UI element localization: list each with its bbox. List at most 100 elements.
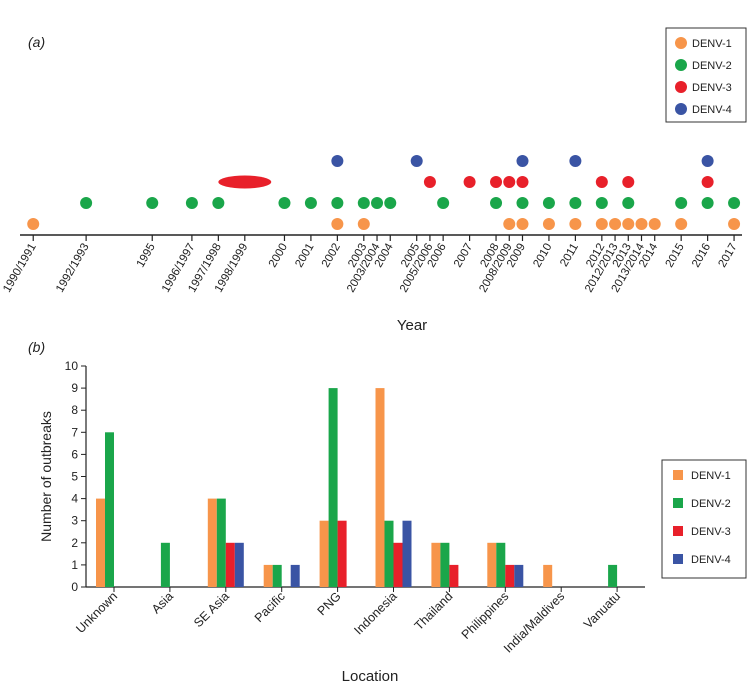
timeline-point-denv-4 — [516, 155, 529, 167]
timeline-point-denv-1 — [622, 218, 635, 230]
bar-se-asia-denv-4 — [234, 542, 244, 587]
timeline-point-denv-2 — [357, 197, 370, 209]
timeline-point-denv-1 — [542, 218, 555, 230]
bar-chart-y-axis-title: Number of outbreaks — [38, 411, 54, 542]
bar-pacific-denv-4 — [290, 564, 300, 587]
bar-philippines-denv-3 — [505, 564, 515, 587]
timeline-point-denv-1 — [635, 218, 648, 230]
bar-pacific-denv-2 — [272, 564, 282, 587]
timeline-point-denv-1 — [503, 218, 516, 230]
y-tick-label: 2 — [71, 536, 78, 550]
timeline-ticks: 1990/1991 1992/1993 1995 1996/19971997/1998… — [1, 235, 740, 295]
x-tick-label: Vanuatu — [581, 589, 623, 631]
legend-label-denv-1: DENV-1 — [691, 470, 731, 482]
timeline-tick-label: 1992/1993 — [54, 242, 92, 295]
panel-b-legend: DENV-1 DENV-2 DENV-3 DENV-4 — [661, 459, 747, 579]
y-tick-label: 5 — [71, 470, 78, 484]
legend-label-denv-2: DENV-2 — [691, 498, 731, 510]
bar-thailand-denv-1 — [431, 542, 441, 587]
timeline-point-denv-2 — [80, 197, 93, 209]
x-tick-label: PNG — [315, 589, 344, 618]
legend-marker-denv-2 — [675, 59, 687, 71]
timeline-point-denv-2 — [437, 197, 450, 209]
bar-png-denv-1 — [319, 520, 329, 587]
legend-label-denv-1: DENV-1 — [692, 38, 732, 50]
bar-thailand-denv-3 — [449, 564, 459, 587]
timeline-point-denv-2 — [185, 197, 198, 209]
bar-unknown-denv-1 — [96, 498, 105, 587]
timeline-points — [27, 155, 741, 230]
bar-se-asia-denv-1 — [207, 498, 217, 587]
bar-indonesia-denv-2 — [384, 520, 394, 587]
legend-label-denv-3: DENV-3 — [692, 82, 732, 94]
timeline-point-denv-4 — [331, 155, 344, 167]
timeline-point-denv-4 — [410, 155, 423, 167]
timeline-point-denv-4 — [569, 155, 582, 167]
timeline-point-denv-3 — [423, 176, 436, 188]
bar-chart-axes: 0 1 2 3 4 5 6 7 8 9 10 Unknown Asia SE Asia Pacific PNG… — [65, 359, 645, 656]
panel-b-label: (b) — [28, 339, 45, 355]
bar-thailand-denv-2 — [440, 542, 450, 587]
timeline-point-denv-3 — [463, 176, 476, 188]
panel-b-bar-chart: (b) 0 1 2 3 4 5 6 7 8 9 10 Unknown Asia SE Asia Pacifi… — [28, 339, 747, 685]
timeline-point-denv-2 — [304, 197, 317, 209]
timeline-point-denv-1 — [516, 218, 529, 230]
timeline-point-denv-1 — [27, 218, 40, 230]
bar-asia-denv-2 — [160, 542, 170, 587]
legend-label-denv-4: DENV-4 — [691, 554, 731, 566]
legend-marker-denv-4 — [675, 103, 687, 115]
y-tick-label: 0 — [71, 580, 78, 594]
x-tick-label: Asia — [149, 589, 176, 616]
legend-label-denv-4: DENV-4 — [692, 104, 732, 116]
timeline-point-denv-2 — [384, 197, 397, 209]
timeline-span-denv-3 — [218, 175, 272, 189]
timeline-tick-label: 1990/1991 — [1, 242, 39, 295]
y-tick-label: 4 — [71, 492, 78, 506]
bar-india-maldives-denv-1 — [543, 564, 553, 587]
timeline-point-denv-1 — [609, 218, 622, 230]
timeline-point-denv-3 — [622, 176, 635, 188]
bar-philippines-denv-4 — [514, 564, 524, 587]
timeline-point-denv-2 — [569, 197, 582, 209]
timeline-point-denv-3 — [516, 176, 529, 188]
timeline-point-denv-1 — [675, 218, 688, 230]
y-tick-label: 10 — [65, 359, 79, 373]
timeline-axis-title: Year — [397, 317, 427, 334]
timeline-tick-label: 2001 — [293, 242, 316, 270]
timeline-tick-label: 2015 — [664, 242, 687, 270]
x-tick-label: SE Asia — [191, 589, 232, 630]
timeline-tick-label: 2000 — [267, 242, 290, 270]
timeline-point-denv-3 — [595, 176, 608, 188]
bar-indonesia-denv-1 — [375, 388, 385, 587]
x-tick-label: Thailand — [412, 589, 456, 633]
bar-se-asia-denv-2 — [216, 498, 226, 587]
timeline-point-denv-2 — [675, 197, 688, 209]
timeline-point-denv-1 — [569, 218, 582, 230]
bar-indonesia-denv-4 — [402, 520, 412, 587]
legend-swatch-denv-1 — [673, 470, 683, 480]
bar-se-asia-denv-3 — [225, 542, 235, 587]
timeline-point-denv-4 — [701, 155, 714, 167]
timeline-tick-label: 1995 — [135, 242, 158, 270]
timeline-point-denv-1 — [648, 218, 661, 230]
y-tick-label: 9 — [71, 381, 78, 395]
x-tick-label: Pacific — [252, 589, 288, 625]
panel-a-legend: DENV-1 DENV-2 DENV-3 DENV-4 — [665, 27, 747, 123]
bar-chart-x-axis-title: Location — [342, 668, 399, 685]
x-tick-label: Philippines — [459, 589, 512, 642]
legend-swatch-denv-2 — [673, 498, 683, 508]
timeline-point-denv-2 — [371, 197, 384, 209]
timeline-point-denv-2 — [728, 197, 741, 209]
timeline-point-denv-2 — [516, 197, 529, 209]
bar-png-denv-2 — [328, 388, 338, 587]
y-tick-label: 7 — [71, 425, 78, 439]
timeline-point-denv-2 — [701, 197, 714, 209]
bar-png-denv-3 — [337, 520, 347, 587]
legend-marker-denv-1 — [675, 37, 687, 49]
x-tick-label: Indonesia — [351, 589, 399, 637]
timeline-point-denv-3 — [701, 176, 714, 188]
legend-swatch-denv-3 — [673, 526, 683, 536]
x-tick-label: Unknown — [73, 589, 120, 636]
timeline-tick-label: 2002 — [320, 242, 343, 270]
